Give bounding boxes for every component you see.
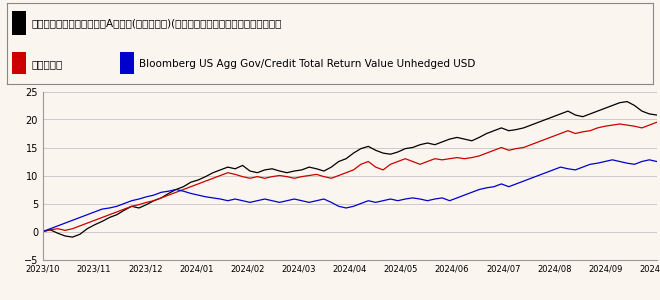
Bar [12, 11, 26, 35]
Bar [119, 52, 134, 74]
Bar [12, 52, 26, 74]
Text: Bloomberg US Agg Gov/Credit Total Return Value Unhedged USD: Bloomberg US Agg Gov/Credit Total Return… [139, 59, 476, 69]
Text: 鋒裕匯理基金新興市場債券A南非幣(穩定月配息)(本基金主要係投資於非投資等級之高風: 鋒裕匯理基金新興市場債券A南非幣(穩定月配息)(本基金主要係投資於非投資等級之高… [31, 18, 282, 28]
Text: 同類型平均: 同類型平均 [31, 59, 63, 69]
